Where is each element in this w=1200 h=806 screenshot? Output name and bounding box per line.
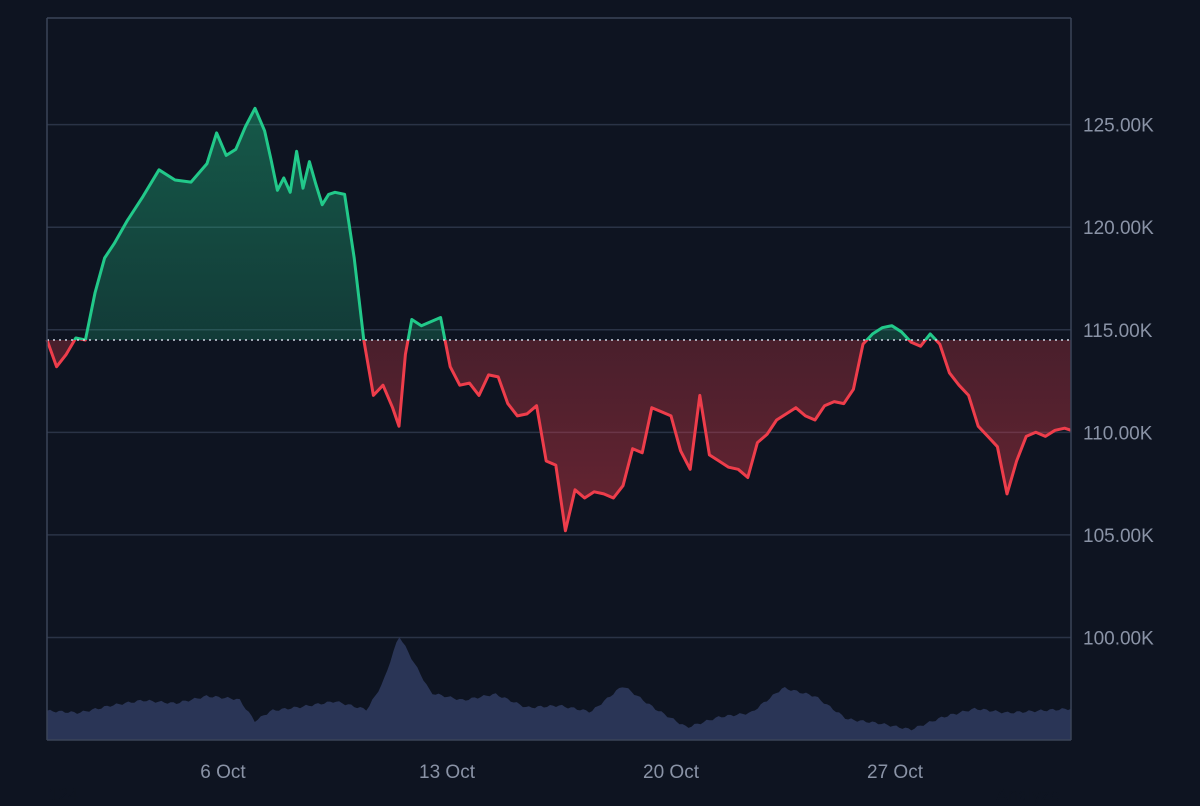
y-tick-label: 125.00K — [1083, 116, 1154, 137]
price-line — [45, 106, 1072, 533]
y-tick-label: 115.00K — [1083, 321, 1153, 342]
y-tick-label: 105.00K — [1083, 526, 1154, 547]
area-below-baseline — [47, 340, 1071, 531]
price-line-below — [45, 340, 1072, 533]
price-line-above — [46, 106, 939, 341]
x-tick-label: 27 Oct — [867, 762, 924, 783]
axes — [46, 17, 1072, 741]
x-axis-tick-labels: 6 Oct 13 Oct 20 Oct 27 Oct — [200, 762, 923, 783]
x-tick-label: 6 Oct — [200, 762, 246, 783]
y-tick-label: 110.00K — [1083, 423, 1153, 444]
volume-series — [47, 637, 1071, 740]
price-area — [47, 108, 1071, 531]
x-tick-label: 13 Oct — [419, 762, 476, 783]
y-tick-label: 120.00K — [1083, 218, 1154, 239]
analyze-link[interactable]: Analyze — [995, 785, 1060, 805]
area-above-baseline — [47, 108, 1071, 341]
y-tick-label: 100.00K — [1083, 628, 1154, 649]
x-tick-label: 20 Oct — [643, 762, 700, 783]
y-axis-tick-labels: 100.00K 105.00K 110.00K 115.00K 120.00K 125.0… — [1083, 116, 1154, 650]
volume-area — [47, 637, 1071, 740]
footer-left-text: 124 — [48, 785, 79, 805]
